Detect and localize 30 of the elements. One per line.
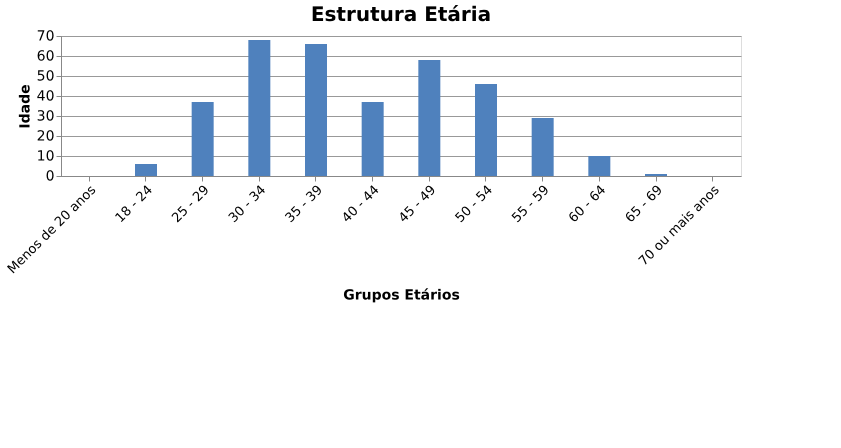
- y-axis-title: Idade: [18, 84, 34, 129]
- y-tick-label: 70: [36, 28, 54, 44]
- y-tick-label: 10: [36, 148, 54, 164]
- bar: [135, 164, 157, 176]
- x-tick-label: 60 - 64: [566, 182, 610, 226]
- y-tick-label: 0: [46, 168, 54, 184]
- y-tick-label: 30: [36, 108, 54, 124]
- y-tick-label: 60: [36, 48, 54, 64]
- y-tick-label: 50: [36, 68, 54, 84]
- bar: [418, 60, 440, 176]
- bar: [192, 102, 214, 176]
- bar: [362, 102, 384, 176]
- bar: [475, 84, 497, 176]
- x-tick-label: 25 - 29: [169, 182, 213, 226]
- x-tick-label: 30 - 34: [226, 182, 270, 226]
- x-tick-label: 50 - 54: [452, 182, 496, 226]
- x-tick-label: 40 - 44: [339, 182, 383, 226]
- x-tick-label: 35 - 39: [282, 182, 326, 226]
- y-tick-label: 20: [36, 128, 54, 144]
- x-tick-label: 18 - 24: [112, 182, 156, 226]
- bar: [305, 44, 327, 176]
- x-axis-title: Grupos Etários: [343, 287, 460, 304]
- x-tick-label: 55 - 59: [509, 182, 553, 226]
- bar: [248, 40, 270, 176]
- x-tick-label: 65 - 69: [622, 182, 666, 226]
- bar: [588, 156, 610, 176]
- y-tick-label: 40: [36, 88, 54, 104]
- chart-title: Estrutura Etária: [310, 2, 492, 26]
- x-tick-label: 45 - 49: [396, 182, 440, 226]
- bar: [532, 118, 554, 176]
